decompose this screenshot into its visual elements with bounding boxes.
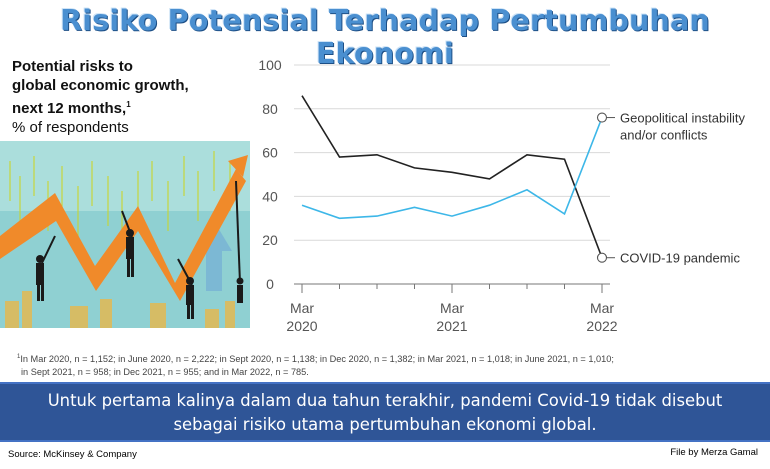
y-tick-label: 0 (266, 276, 274, 292)
source-note: Source: McKinsey & Company (8, 449, 137, 460)
y-tick-label: 60 (262, 145, 278, 161)
series-end-marker (596, 252, 608, 263)
subtitle-footnote-mark: 1 (126, 100, 131, 109)
footnote-line-2: in Sept 2021, n = 958; in Dec 2021, n = … (21, 366, 309, 377)
x-tick-label-month: Mar (290, 300, 314, 316)
message-line-2: sebagai risiko utama pertumbuhan ekonomi… (173, 415, 597, 434)
x-tick-label-year: 2020 (286, 318, 317, 334)
series-line-geopolitical (301, 117, 603, 220)
legend-label-geopolitical-line-2: and/or conflicts (620, 128, 708, 143)
y-tick-label: 80 (262, 101, 278, 117)
x-tick-label-month: Mar (440, 300, 464, 316)
chart-legend: Geopolitical instability and/or conflicts… (607, 111, 746, 266)
subtitle-line-3: next 12 months, (12, 100, 127, 117)
y-tick-label: 100 (258, 57, 282, 73)
chart-gridlines (294, 64, 610, 285)
legend-label-covid: COVID-19 pandemic (620, 251, 740, 266)
x-axis: Mar 2020 Mar 2021 Mar 2022 (286, 284, 618, 334)
subtitle-line-2: global economic growth, (12, 77, 189, 94)
footnote-mark: 1 (17, 354, 21, 360)
y-axis: 0 20 40 60 80 100 (258, 57, 282, 292)
x-tick-label-month: Mar (590, 300, 614, 316)
series-line-covid (301, 95, 603, 258)
y-tick-label: 20 (262, 232, 278, 248)
chart-footnote: 1In Mar 2020, n = 1,152; in June 2020, n… (17, 351, 717, 378)
subtitle-line-4: % of respondents (12, 119, 129, 136)
author-credit: File by Merza Gamal (670, 447, 758, 458)
y-tick-label: 40 (262, 188, 278, 204)
chart-series (301, 95, 608, 263)
line-chart: 0 20 40 60 80 100 Mar 2020 Mar 2021 Mar 2022 Geopo… (258, 57, 746, 334)
business-growth-illustration (0, 141, 250, 328)
subtitle-line-1: Potential risks to (12, 58, 133, 75)
x-tick-label-year: 2022 (586, 318, 617, 334)
series-end-marker (596, 112, 608, 123)
legend-label-geopolitical-line-1: Geopolitical instability (620, 111, 746, 126)
footnote-line-1: In Mar 2020, n = 1,152; in June 2020, n … (20, 354, 614, 365)
chart-subtitle: Potential risks to global economic growt… (12, 57, 189, 137)
message-bar: Untuk pertama kalinya dalam dua tahun te… (0, 382, 770, 442)
banner-title: Risiko Potensial Terhadap Pertumbuhan Ek… (60, 4, 710, 70)
x-tick-label-year: 2021 (436, 318, 467, 334)
message-line-1: Untuk pertama kalinya dalam dua tahun te… (47, 391, 723, 410)
